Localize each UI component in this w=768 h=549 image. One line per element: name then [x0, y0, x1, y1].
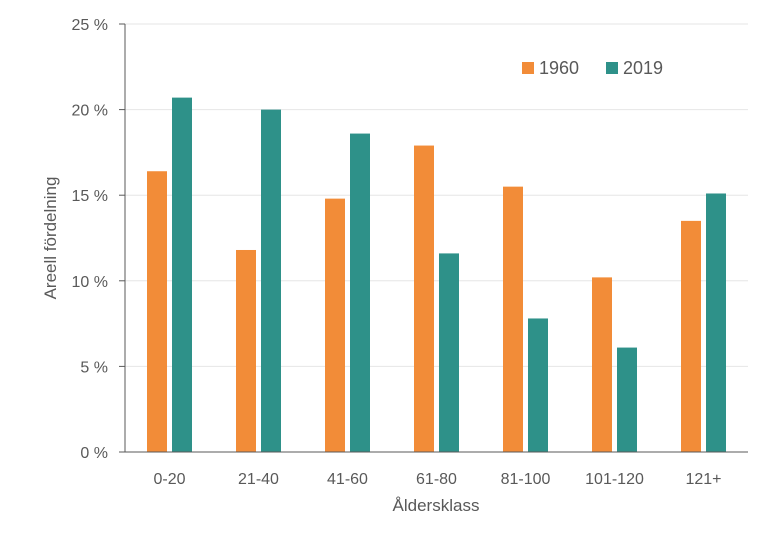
bar-1960-0-20 — [147, 171, 167, 452]
bar-2019-81-100 — [528, 318, 548, 452]
gridlines — [125, 23, 748, 367]
x-tick-label: 101-120 — [585, 471, 644, 488]
x-axis-title: Åldersklass — [393, 496, 480, 515]
bar-2019-41-60 — [350, 133, 370, 452]
y-tick-label: 5 % — [80, 359, 108, 376]
x-tick-label: 21-40 — [238, 471, 279, 488]
legend-label-1960: 1960 — [539, 58, 579, 78]
bar-1960-101-120 — [592, 277, 612, 452]
bars — [147, 97, 726, 452]
x-tick-label: 121+ — [685, 471, 721, 488]
bar-1960-81-100 — [503, 186, 523, 452]
legend: 1960 2019 — [522, 58, 663, 78]
x-tick-label: 0-20 — [153, 471, 185, 488]
y-tick-label: 20 % — [72, 103, 108, 120]
y-axis-title: Areell fördelning — [41, 177, 60, 300]
bar-1960-41-60 — [325, 198, 345, 452]
y-tick-label: 25 % — [72, 17, 108, 34]
bar-2019-21-40 — [261, 109, 281, 452]
x-tick-label: 41-60 — [327, 471, 368, 488]
y-tick-label: 15 % — [72, 188, 108, 205]
y-tick-labels: 0 % 5 % 10 % 15 % 20 % 25 % — [72, 17, 108, 462]
y-tick-label: 10 % — [72, 274, 108, 291]
legend-swatch-1960 — [522, 62, 534, 74]
bar-2019-101-120 — [617, 347, 637, 452]
y-tick-label: 0 % — [80, 445, 108, 462]
bar-1960-121+ — [681, 220, 701, 452]
bar-2019-61-80 — [439, 253, 459, 452]
axes — [119, 23, 748, 453]
bar-1960-21-40 — [236, 249, 256, 452]
legend-swatch-2019 — [606, 62, 618, 74]
x-tick-label: 61-80 — [416, 471, 457, 488]
x-tick-label: 81-100 — [501, 471, 551, 488]
bar-2019-0-20 — [172, 97, 192, 452]
x-tick-labels: 0-20 21-40 41-60 61-80 81-100 101-120 121+ — [153, 471, 721, 488]
bar-1960-61-80 — [414, 145, 434, 452]
bar-2019-121+ — [706, 193, 726, 452]
legend-label-2019: 2019 — [623, 58, 663, 78]
